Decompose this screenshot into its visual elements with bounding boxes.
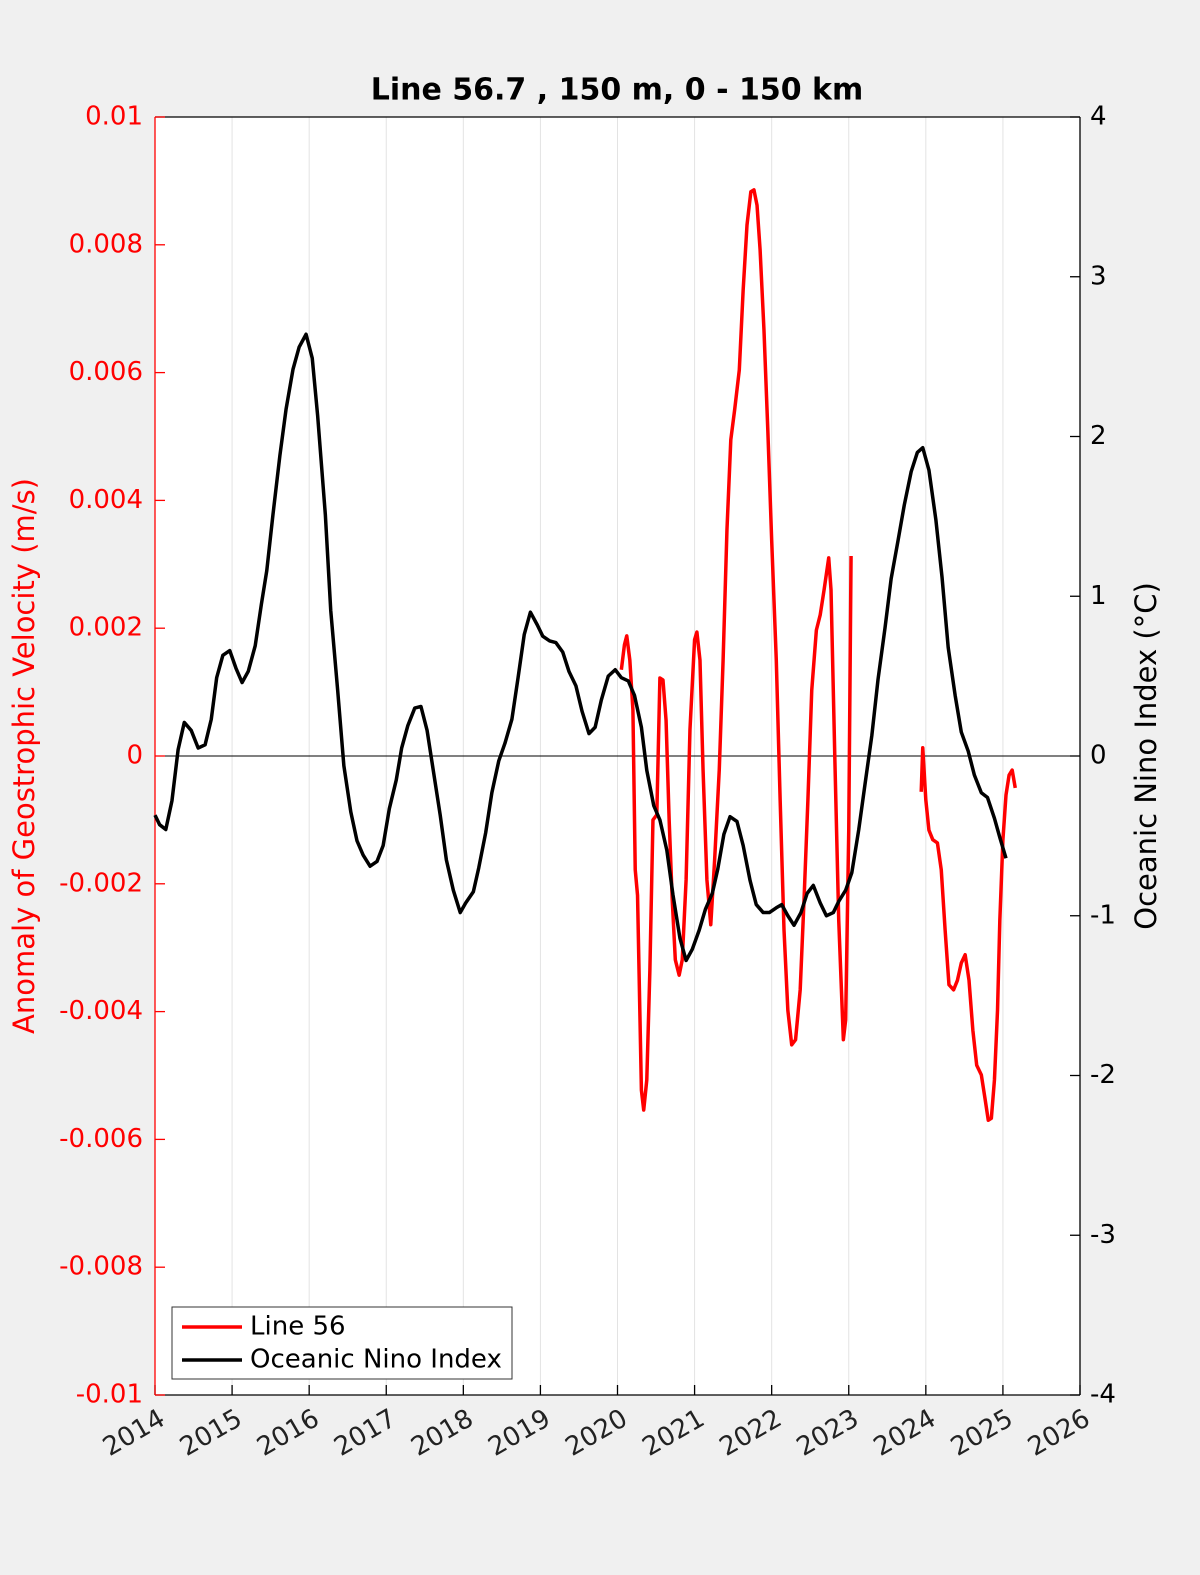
y2-tick-label: -4	[1090, 1380, 1116, 1410]
y2-tick-label: 0	[1090, 741, 1107, 771]
y2-tick-label: 4	[1090, 102, 1107, 132]
y-tick-label: 0.002	[69, 613, 143, 643]
y-tick-label: 0	[126, 741, 143, 771]
x-tick-label: 2019	[483, 1404, 555, 1463]
y-tick-label: 0.008	[69, 229, 143, 259]
y2-tick-label: 3	[1090, 261, 1107, 291]
y2-tick-label: -3	[1090, 1220, 1116, 1250]
x-tick-label: 2016	[252, 1404, 324, 1463]
x-tick-label: 2018	[406, 1404, 478, 1463]
y-tick-label: 0.006	[69, 357, 143, 387]
x-tick-label: 2026	[1023, 1404, 1095, 1463]
y-tick-label: -0.004	[59, 996, 143, 1026]
y-tick-label: -0.01	[76, 1380, 143, 1410]
y2-tick-label: -1	[1090, 900, 1116, 930]
legend-label: Oceanic Nino Index	[250, 1345, 502, 1375]
x-tick-label: 2015	[175, 1404, 247, 1463]
y-axis-label: Anomaly of Geostrophic Velocity (m/s)	[7, 478, 41, 1034]
x-tick-label: 2020	[560, 1404, 632, 1463]
y2-tick-label: 2	[1090, 421, 1107, 451]
y-tick-label: -0.008	[59, 1252, 143, 1282]
y-tick-label: -0.002	[59, 868, 143, 898]
y2-axis-label: Oceanic Nino Index (°C)	[1129, 582, 1163, 930]
y-tick-label: 0.004	[69, 485, 143, 515]
x-tick-label: 2017	[329, 1404, 401, 1463]
series-line	[619, 188, 1017, 1122]
x-tick-label: 2022	[715, 1404, 787, 1463]
y2-tick-label: -2	[1090, 1060, 1116, 1090]
x-tick-label: 2014	[98, 1404, 170, 1463]
x-tick-label: 2021	[638, 1404, 710, 1463]
y-tick-label: 0.01	[85, 102, 143, 132]
legend-label: Line 56	[250, 1312, 346, 1342]
chart-title: Line 56.7 , 150 m, 0 - 150 km	[371, 73, 864, 108]
x-tick-label: 2025	[946, 1404, 1018, 1463]
x-tick-label: 2023	[792, 1404, 864, 1463]
y-tick-label: -0.006	[59, 1124, 143, 1154]
series-line	[153, 332, 1008, 963]
y2-tick-label: 1	[1090, 581, 1107, 611]
legend-box	[171, 1306, 513, 1380]
x-tick-label: 2024	[869, 1404, 941, 1463]
